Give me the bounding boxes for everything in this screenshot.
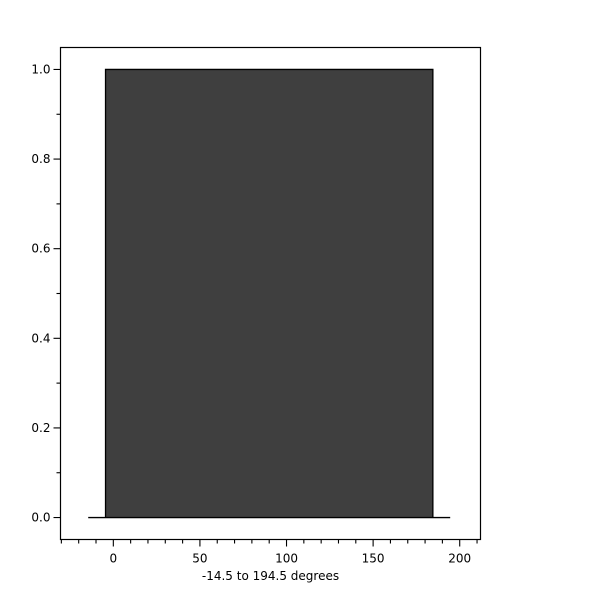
x-tick-label: 150 (362, 552, 385, 566)
y-tick-label: 0.0 (31, 511, 50, 525)
y-tick-label: 1.0 (31, 62, 50, 76)
y-tick-label: 0.6 (31, 242, 50, 256)
series-angle-range-step (88, 68, 451, 519)
y-tick-label: 0.8 (31, 152, 50, 166)
x-tick-label: 0 (110, 552, 118, 566)
x-tick-label: 200 (448, 552, 471, 566)
plot-area: 0 50 100 150 200 0.0 0.2 0.4 0.6 0.8 1.0 (31, 46, 482, 566)
y-tick-label: 0.2 (31, 421, 50, 435)
y-tick-label: 0.4 (31, 331, 50, 345)
x-tick-label: 100 (275, 552, 298, 566)
x-axis-label: -14.5 to 194.5 degrees (202, 569, 339, 583)
x-tick-label: 50 (192, 552, 207, 566)
